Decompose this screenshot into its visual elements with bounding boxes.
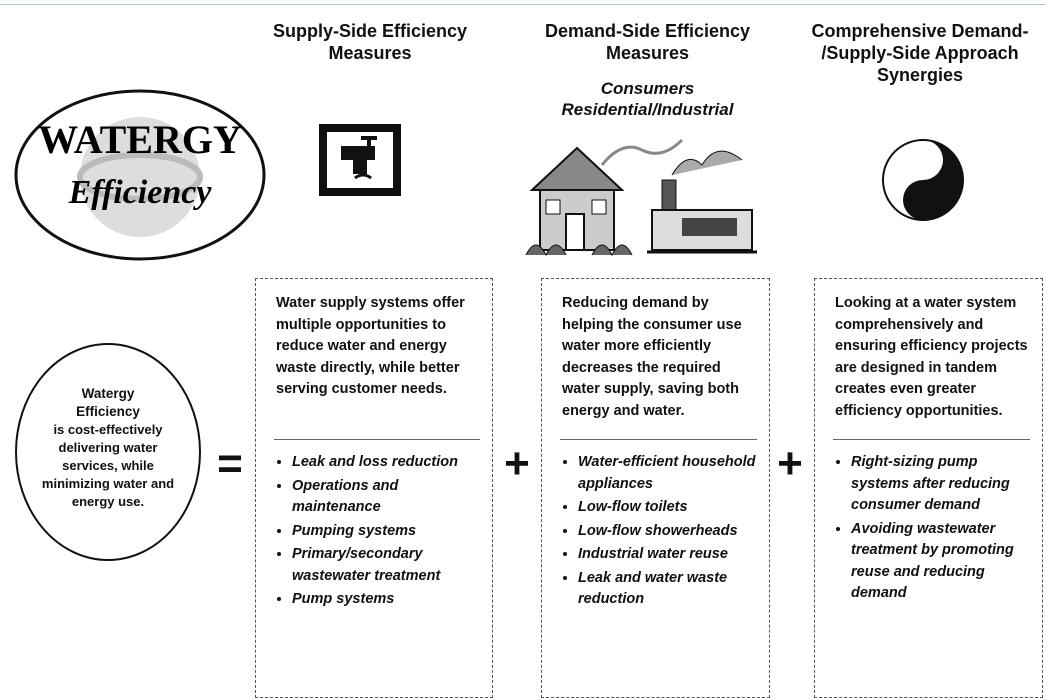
measure-item: Primary/secondary wastewater treatment	[292, 544, 484, 587]
measure-item: Industrial water reuse	[578, 544, 761, 566]
measure-item: Operations and maintenance	[292, 476, 484, 519]
measure-item: Low-flow toilets	[578, 497, 761, 519]
measure-item: Pumping systems	[292, 521, 484, 543]
page: {"logo": {"line1": "WATERGY", "line2": "…	[0, 0, 1046, 675]
measure-item: Leak and loss reduction	[292, 452, 484, 474]
plus-sign: +	[770, 442, 810, 486]
logo-title: WATERGY	[38, 117, 242, 162]
measure-list: Water-efficient household appliancesLow-…	[542, 452, 761, 611]
separator	[274, 439, 480, 440]
column-title: Demand-Side Efficiency Measures	[515, 20, 780, 64]
plus-sign: +	[497, 442, 537, 486]
equals-sign: =	[210, 442, 250, 486]
column-description: Water supply systems offer multiple oppo…	[256, 279, 492, 439]
measure-item: Low-flow showerheads	[578, 521, 761, 543]
measure-item: Right-sizing pump systems after reducing…	[851, 452, 1034, 517]
column-description: Looking at a water system comprehensivel…	[815, 279, 1042, 439]
house-factory-icon	[522, 130, 772, 265]
measure-item: Pump systems	[292, 589, 484, 611]
top-rule	[0, 4, 1046, 5]
measure-item: Avoiding wastewater treatment by promoti…	[851, 519, 1034, 605]
column-box: Looking at a water system comprehensivel…	[814, 278, 1043, 698]
definition-text: is cost-effectively delivering water ser…	[40, 421, 176, 511]
column-title: Comprehensive Demand- /Supply-Side Appro…	[800, 20, 1040, 86]
faucet-icon	[315, 120, 415, 205]
definition-term: Watergy Efficiency	[40, 385, 176, 421]
column-subtitle: Consumers Residential/Industrial	[515, 78, 780, 120]
column-description: Reducing demand by helping the consumer …	[542, 279, 769, 439]
column-box: Water supply systems offer multiple oppo…	[255, 278, 493, 698]
definition: Watergy Efficiency is cost-effectively d…	[40, 385, 176, 511]
column-box: Reducing demand by helping the consumer …	[541, 278, 770, 698]
logo-subtitle: Efficiency	[68, 174, 213, 211]
measure-list: Right-sizing pump systems after reducing…	[815, 452, 1034, 605]
logo: WATERGY Efficiency	[10, 85, 272, 265]
measure-list: Leak and loss reductionOperations and ma…	[256, 452, 484, 611]
yin-yang-icon	[878, 135, 968, 225]
separator	[560, 439, 757, 440]
column-title: Supply-Side Efficiency Measures	[245, 20, 495, 64]
measure-item: Leak and water waste reduction	[578, 568, 761, 611]
separator	[833, 439, 1030, 440]
measure-item: Water-efficient household appliances	[578, 452, 761, 495]
